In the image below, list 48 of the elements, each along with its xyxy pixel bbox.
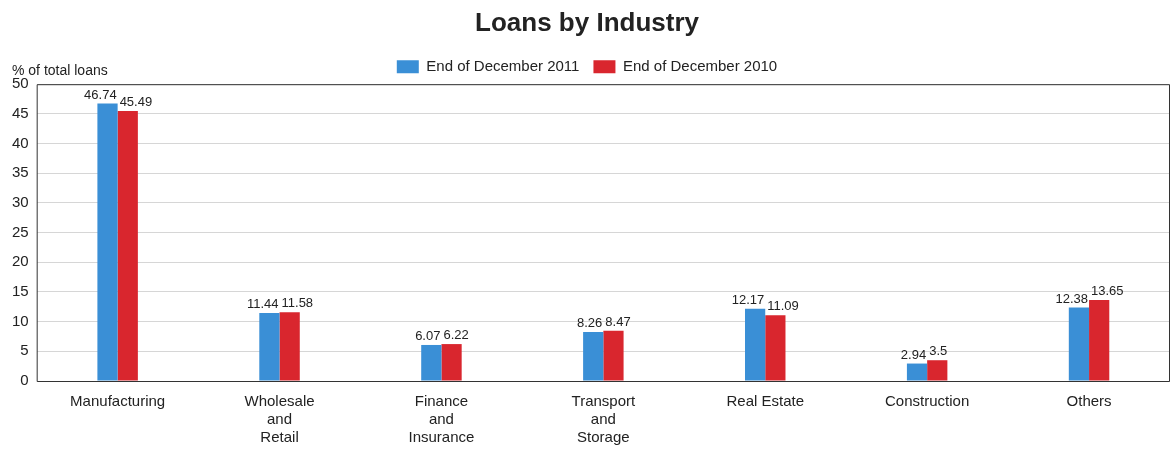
data-label: 8.47 <box>605 313 631 329</box>
legend-label: End of December 2010 <box>622 56 778 74</box>
data-label: 3.5 <box>929 343 948 359</box>
bar <box>583 331 604 381</box>
data-label: 11.09 <box>767 298 799 314</box>
y-tick-label: 35 <box>12 163 29 181</box>
y-tick-label: 5 <box>20 341 29 359</box>
x-tick-label: Finance and Insurance <box>408 392 475 446</box>
x-tick-label: Real Estate <box>726 392 805 410</box>
y-tick-label: 30 <box>12 193 29 211</box>
y-tick-label: 10 <box>12 311 29 329</box>
data-label: 6.22 <box>443 327 469 343</box>
bar <box>765 315 786 381</box>
chart-title: Loans by Industry <box>475 6 700 37</box>
bar <box>745 308 766 381</box>
data-label: 12.17 <box>731 291 765 307</box>
bar <box>1068 307 1090 381</box>
data-label: 11.44 <box>246 296 279 312</box>
bar <box>603 330 624 381</box>
bar <box>906 363 928 381</box>
y-tick-label: 25 <box>12 222 29 240</box>
bar <box>279 312 300 381</box>
x-tick-label: Transport and Storage <box>571 392 636 446</box>
legend-label: End of December 2011 <box>426 56 580 74</box>
bar <box>1089 299 1110 381</box>
y-tick-label: 40 <box>12 133 29 151</box>
bar <box>927 360 948 381</box>
data-label: 12.38 <box>1055 290 1089 306</box>
y-tick-label: 15 <box>12 282 29 300</box>
y-tick-label: 20 <box>12 252 29 270</box>
bar <box>421 344 442 381</box>
data-label: 45.49 <box>119 94 153 110</box>
bar <box>97 103 118 381</box>
data-label: 6.07 <box>415 328 441 344</box>
x-tick-label: Manufacturing <box>70 392 166 410</box>
x-tick-label: Others <box>1066 392 1112 410</box>
data-label: 13.65 <box>1091 283 1124 299</box>
bar <box>117 110 138 381</box>
y-tick-label: 0 <box>20 371 29 389</box>
x-tick-label: Construction <box>885 392 970 410</box>
bar <box>441 344 462 381</box>
data-label: 8.26 <box>577 315 603 331</box>
data-label: 46.74 <box>84 86 117 102</box>
bar <box>259 313 280 381</box>
x-tick-label: Wholesale and Retail <box>244 392 315 446</box>
data-label: 2.94 <box>900 346 927 362</box>
y-tick-label: 45 <box>12 104 29 122</box>
data-label: 11.58 <box>281 295 314 311</box>
